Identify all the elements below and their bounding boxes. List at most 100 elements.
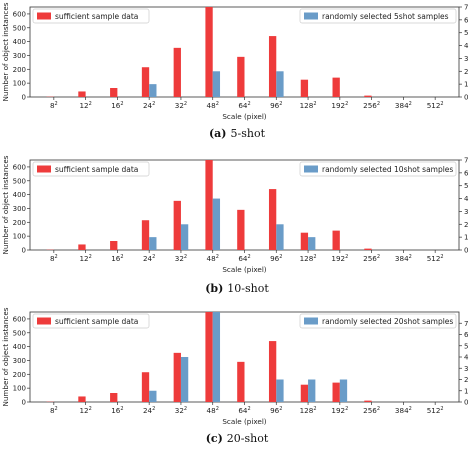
right-y-tick-label: 7	[464, 4, 468, 12]
x-tick-exp: 2	[216, 254, 219, 260]
left-y-tick-label: 400	[13, 343, 26, 351]
bar-fewshot-7	[276, 379, 284, 402]
right-y-tick-label: 2	[464, 68, 468, 76]
x-tick-exp: 2	[440, 406, 443, 412]
x-tick-base: 8	[50, 406, 55, 415]
bar-fewshot-8	[308, 237, 316, 250]
bar-fewshot-8	[308, 379, 316, 402]
x-tick-label: 482	[207, 254, 219, 263]
x-tick-label: 482	[207, 406, 219, 415]
caption-letter: (b)	[205, 282, 223, 295]
bar-sufficient-6	[237, 361, 245, 402]
legend-box	[32, 161, 150, 177]
x-tick-label: 82	[50, 406, 58, 415]
x-tick-exp: 2	[440, 101, 443, 107]
x-tick-exp: 2	[409, 406, 412, 412]
left-y-tick-label: 0	[22, 399, 26, 407]
x-tick-label: 322	[175, 254, 187, 263]
caption-text: 5-shot	[231, 127, 266, 140]
x-tick-exp: 2	[152, 254, 155, 260]
x-tick-label: 642	[238, 406, 250, 415]
bar-sufficient-10	[364, 248, 372, 250]
panel-caption: (b) 10-shot	[205, 282, 269, 295]
right-y-tick-label: 4	[464, 42, 469, 50]
right-y-tick-label: 4	[464, 195, 469, 203]
bar-sufficient-1	[78, 91, 86, 97]
x-tick-label: 1282	[300, 254, 317, 263]
bar-sufficient-9	[332, 230, 340, 250]
x-tick-exp: 2	[55, 101, 58, 107]
x-tick-base: 48	[207, 406, 217, 415]
legend-box	[32, 313, 150, 329]
left-y-tick-label: 400	[13, 191, 26, 199]
x-tick-base: 64	[238, 254, 248, 263]
legend-label-fewshot: randomly selected 5shot samples	[322, 12, 449, 21]
left-y-tick-label: 200	[13, 219, 26, 227]
x-tick-base: 192	[331, 101, 345, 110]
legend-swatch-sufficient	[37, 165, 51, 173]
x-tick-label: 82	[50, 101, 58, 110]
bar-fewshot-9	[339, 379, 348, 402]
x-tick-base: 96	[270, 101, 280, 110]
x-tick-base: 384	[395, 254, 409, 263]
bar-fewshot-3	[149, 237, 157, 250]
bar-sufficient-1	[78, 396, 86, 402]
left-y-tick-label: 300	[13, 52, 26, 60]
x-tick-base: 24	[143, 101, 153, 110]
bar-sufficient-7	[268, 341, 277, 402]
bar-sufficient-5	[205, 7, 213, 97]
bar-sufficient-8	[300, 79, 309, 97]
left-y-tick-label: 600	[13, 10, 26, 18]
x-tick-label: 2562	[363, 254, 380, 263]
x-tick-label: 1282	[300, 406, 317, 415]
x-tick-base: 12	[79, 254, 88, 263]
bar-sufficient-3	[141, 372, 150, 402]
bar-fewshot-3	[149, 390, 157, 402]
right-y-tick-label: 5	[464, 182, 468, 190]
x-tick-label: 642	[238, 101, 250, 110]
left-y-tick-label: 500	[13, 177, 26, 185]
legend-box	[299, 313, 457, 329]
legend-swatch-fewshot	[304, 12, 318, 20]
x-tick-exp: 2	[409, 101, 412, 107]
x-tick-base: 128	[300, 101, 314, 110]
x-tick-label: 162	[111, 101, 123, 110]
y-axis-title: Number of object instances	[1, 307, 10, 406]
x-tick-label: 3842	[395, 406, 412, 415]
bar-sufficient-10	[364, 95, 372, 97]
x-tick-exp: 2	[345, 254, 348, 260]
x-tick-base: 64	[238, 406, 248, 415]
x-tick-base: 8	[50, 254, 55, 263]
x-tick-exp: 2	[313, 254, 316, 260]
right-y-tick-label: 1	[464, 81, 468, 89]
x-tick-base: 64	[238, 101, 248, 110]
x-tick-label: 242	[143, 101, 155, 110]
bar-sufficient-2	[110, 241, 118, 250]
x-tick-base: 512	[427, 101, 441, 110]
legend-left: sufficient sample data	[32, 8, 150, 24]
bar-sufficient-4	[173, 352, 181, 402]
x-tick-base: 192	[331, 254, 345, 263]
x-tick-exp: 2	[313, 101, 316, 107]
x-tick-exp: 2	[152, 101, 155, 107]
left-y-tick-label: 0	[22, 247, 26, 255]
x-tick-exp: 2	[89, 254, 92, 260]
x-tick-base: 512	[427, 406, 441, 415]
bar-sufficient-4	[173, 200, 181, 250]
x-tick-label: 322	[175, 101, 187, 110]
x-tick-base: 48	[207, 101, 217, 110]
x-tick-base: 96	[270, 406, 280, 415]
legend-right: randomly selected 10shot samples	[299, 161, 457, 177]
x-tick-base: 16	[111, 406, 121, 415]
legend-right: randomly selected 20shot samples	[299, 313, 457, 329]
legend-swatch-sufficient	[37, 317, 51, 325]
x-tick-base: 32	[175, 101, 184, 110]
x-tick-exp: 2	[120, 254, 123, 260]
bar-sufficient-8	[300, 384, 309, 402]
bar-sufficient-3	[141, 67, 150, 97]
x-tick-label: 322	[175, 406, 187, 415]
legend-swatch-sufficient	[37, 12, 51, 20]
bar-fewshot-4	[180, 224, 189, 250]
legend-label-fewshot: randomly selected 10shot samples	[322, 165, 453, 174]
bar-fewshot-5	[212, 312, 221, 402]
